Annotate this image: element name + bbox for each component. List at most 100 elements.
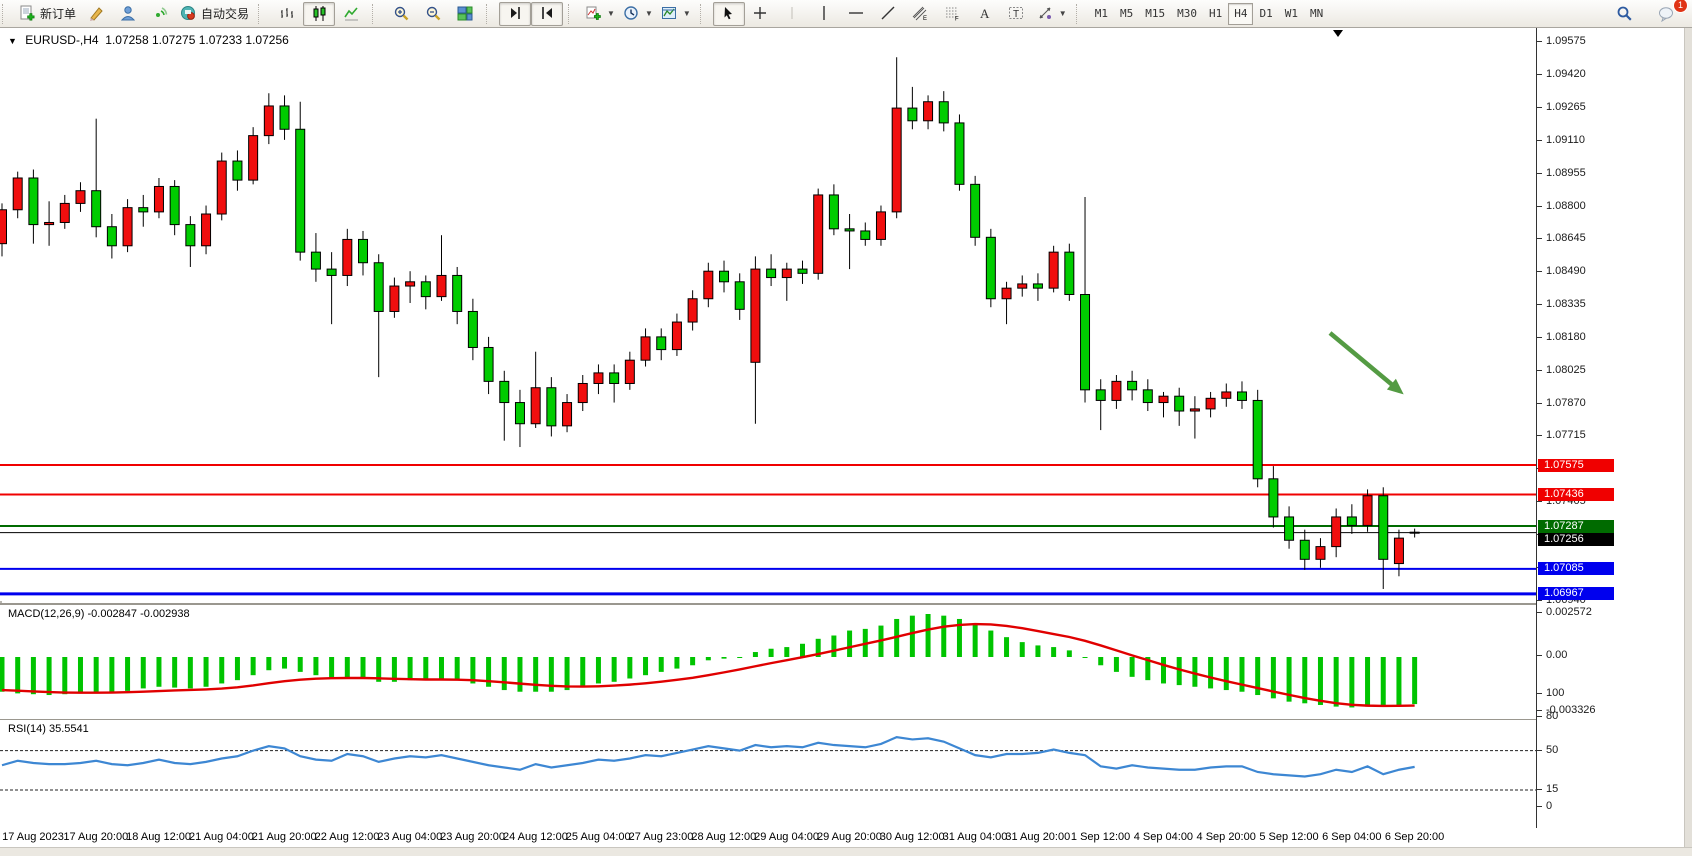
zoom-in-button[interactable] (385, 2, 417, 26)
candlestick-chart[interactable] (0, 28, 1536, 601)
macd-bar (768, 648, 774, 657)
autotrading-button[interactable]: 自动交易 (176, 2, 253, 26)
line-chart-button[interactable] (335, 2, 367, 26)
timeframe-d1-button[interactable]: D1 (1259, 7, 1273, 20)
price-pane[interactable]: ▼ EURUSD-,H4 1.07258 1.07275 1.07233 1.0… (0, 28, 1536, 601)
macd-bar (1192, 657, 1198, 687)
macd-bar (1082, 657, 1088, 658)
candle-body (985, 236, 996, 300)
date-label: 1 Sep 12:00 (1070, 831, 1131, 843)
label-button[interactable]: T (1001, 2, 1033, 26)
notifications-button[interactable]: 1 (1650, 0, 1688, 26)
timeframe-h4-button[interactable]: H4 (1228, 2, 1254, 25)
macd-bar (203, 657, 209, 687)
date-label: 22 Aug 12:00 (314, 831, 380, 843)
timeframe-h1-button[interactable]: H1 (1208, 7, 1223, 20)
macd-bar (423, 657, 429, 681)
macd-bar (988, 630, 994, 657)
channel-button[interactable]: E (905, 2, 937, 26)
templates-button[interactable]: ▼ (657, 2, 695, 26)
right-margin (1684, 28, 1692, 856)
chevron-down-icon: ▼ (682, 9, 691, 18)
timeframe-m1-button[interactable]: M1 (1094, 7, 1108, 20)
template-icon (661, 5, 678, 22)
macd-bar (690, 657, 696, 666)
candle-body (91, 190, 102, 228)
horizontal-line-button[interactable] (841, 2, 873, 26)
auto-scroll-button[interactable] (499, 1, 532, 26)
candle-body (781, 268, 792, 279)
candlestick-chart-button[interactable] (303, 1, 336, 26)
toolbar: 新订单 自动交易 ▼ ▼ ▼ E F A T ▼ M1 M5 M15 M30 H1 H4 D1 W1 MN 1 (0, 0, 1692, 28)
price-tick: 1.08645 (1546, 232, 1586, 245)
timeframe-mn-button[interactable]: MN (1309, 7, 1324, 20)
rsi-pane[interactable]: RSI(14) 35.5541 (0, 719, 1536, 830)
chart-title: ▼ EURUSD-,H4 1.07258 1.07275 1.07233 1.0… (8, 33, 289, 47)
shiftr-icon (507, 5, 524, 22)
timeframe-w1-button[interactable]: W1 (1284, 7, 1298, 20)
tick-mark (1537, 749, 1542, 751)
texta-icon: A (976, 5, 993, 22)
signals-button[interactable] (144, 2, 176, 26)
candle-body (106, 226, 117, 247)
bar-chart-button[interactable] (271, 2, 303, 26)
candle-body (122, 207, 133, 247)
rsi-tick: 15 (1546, 782, 1559, 795)
macd-bar (1035, 645, 1041, 657)
candle-body (1127, 380, 1138, 391)
shapes-icon (1037, 5, 1054, 22)
profile-button[interactable] (112, 2, 144, 26)
timeframe-m15-button[interactable]: M15 (1145, 7, 1166, 20)
fibonacci-button[interactable]: F (937, 2, 969, 26)
candle-body (499, 380, 510, 404)
collapse-icon[interactable]: ▼ (8, 36, 17, 46)
macd-bar (1129, 657, 1135, 677)
timeframe-m5-button[interactable]: M5 (1119, 7, 1134, 20)
price-tick: 1.09265 (1546, 101, 1586, 114)
toolbar-separator (699, 3, 708, 24)
macd-pane[interactable]: MACD(12,26,9) -0.002847 -0.002938 (0, 603, 1536, 720)
trendline-button[interactable] (873, 2, 905, 26)
crosshair-button[interactable] (745, 2, 777, 26)
macd-bar (93, 657, 99, 693)
scroll-marker-icon[interactable] (1333, 30, 1343, 37)
tick-mark (1537, 172, 1542, 174)
search-button[interactable] (1608, 2, 1640, 26)
macd-bar (1176, 657, 1182, 686)
indicators-button[interactable]: ▼ (581, 2, 619, 26)
candle-body (1064, 251, 1075, 296)
search-icon (1616, 5, 1633, 22)
text-button[interactable]: A (969, 2, 1001, 26)
chart-shift-button[interactable] (531, 1, 564, 26)
cursor-button[interactable] (712, 1, 745, 26)
chat-icon (1658, 5, 1675, 22)
candle-body (232, 160, 243, 181)
macd-bar (77, 657, 83, 694)
zoom-out-button[interactable] (417, 2, 449, 26)
new-order-button[interactable]: 新订单 (15, 2, 80, 26)
macd-bar (1223, 657, 1229, 691)
price-axis[interactable]: 1.09575 1.09420 1.09265 1.09110 1.08955 1.088… (1536, 28, 1685, 828)
candle-body (687, 298, 698, 323)
macd-bar (737, 657, 743, 658)
candle-body (326, 268, 337, 276)
crosshair-icon (752, 5, 769, 22)
styler-button[interactable] (80, 2, 112, 26)
time-axis[interactable]: 17 Aug 2023 17 Aug 20:00 18 Aug 12:00 21 Au… (0, 828, 1536, 847)
candle-body (1142, 389, 1153, 404)
tile-windows-button[interactable] (449, 2, 481, 26)
periods-button[interactable]: ▼ (619, 2, 657, 26)
macd-bar (972, 623, 978, 657)
shapes-button[interactable]: ▼ (1033, 2, 1071, 26)
macd-bar (721, 657, 727, 659)
timeframe-m30-button[interactable]: M30 (1177, 7, 1197, 20)
vertical-line-button[interactable] (809, 2, 841, 26)
candle-body (295, 128, 306, 253)
candle-body (169, 185, 180, 226)
tick-mark (1537, 41, 1542, 43)
candle-body (1048, 251, 1059, 289)
trend-arrow-line[interactable] (1328, 331, 1398, 390)
chart-window[interactable]: ▼ EURUSD-,H4 1.07258 1.07275 1.07233 1.0… (0, 28, 1692, 856)
tick-mark (1537, 304, 1542, 306)
